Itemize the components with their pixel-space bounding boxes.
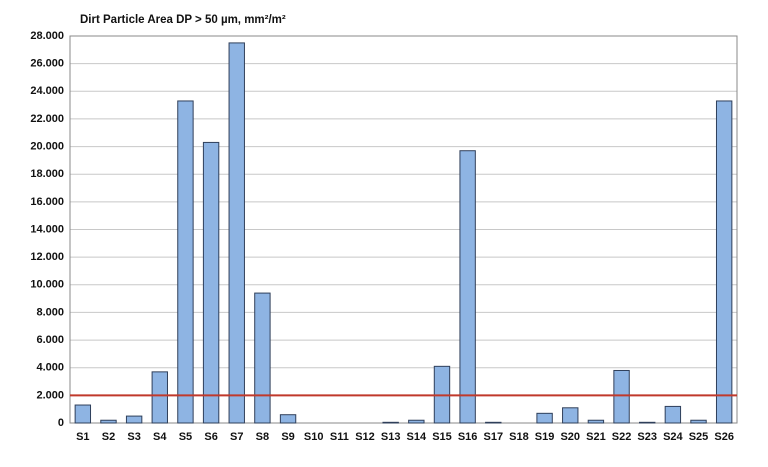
x-tick-label: S9 <box>281 431 294 443</box>
x-tick-label: S18 <box>509 431 529 443</box>
x-tick-label: S23 <box>637 431 657 443</box>
y-tick-label: 28.000 <box>30 30 64 42</box>
bar <box>177 100 194 424</box>
y-tick-label: 12.000 <box>30 251 64 263</box>
bar <box>254 292 271 424</box>
x-tick-label: S2 <box>102 431 115 443</box>
x-tick-label: S24 <box>663 431 683 443</box>
x-tick-label: S25 <box>689 431 709 443</box>
bar <box>715 100 733 424</box>
x-tick-label: S20 <box>560 431 580 443</box>
y-tick-label: 4.000 <box>36 362 64 374</box>
bar <box>613 369 630 424</box>
y-tick-label: 0 <box>58 417 64 429</box>
x-tick-label: S26 <box>714 431 734 443</box>
y-tick-label: 24.000 <box>30 85 64 97</box>
bar <box>382 421 399 424</box>
x-tick-label: S19 <box>535 431 555 443</box>
bar <box>459 150 476 424</box>
y-tick-label: 6.000 <box>36 334 64 346</box>
bar <box>639 421 656 424</box>
x-tick-label: S1 <box>76 431 89 443</box>
y-tick-label: 26.000 <box>30 58 64 70</box>
x-tick-label: S8 <box>256 431 269 443</box>
x-tick-label: S3 <box>127 431 140 443</box>
bar <box>279 414 297 424</box>
y-tick-label: 2.000 <box>36 389 64 401</box>
x-tick-label: S6 <box>204 431 217 443</box>
x-tick-label: S10 <box>304 431 324 443</box>
bar <box>151 371 168 424</box>
x-tick-label: S22 <box>612 431 632 443</box>
bar <box>664 405 682 424</box>
bar <box>690 419 707 424</box>
bar <box>202 141 220 424</box>
x-tick-label: S16 <box>458 431 478 443</box>
x-tick-label: S12 <box>355 431 375 443</box>
x-tick-label: S15 <box>432 431 452 443</box>
bar <box>408 419 425 424</box>
bar <box>562 407 579 424</box>
bar <box>228 42 245 424</box>
y-tick-label: 8.000 <box>36 306 64 318</box>
y-tick-label: 20.000 <box>30 140 64 152</box>
bar <box>125 415 143 424</box>
x-tick-label: S11 <box>330 431 349 443</box>
x-tick-label: S4 <box>153 431 167 443</box>
bar <box>536 412 553 424</box>
chart-title: Dirt Particle Area DP > 50 µm, mm²/m² <box>80 14 286 26</box>
plot-frame <box>69 35 738 424</box>
y-tick-label: 18.000 <box>30 168 64 180</box>
bar <box>100 419 117 424</box>
y-tick-label: 16.000 <box>30 196 64 208</box>
y-tick-label: 10.000 <box>30 279 64 291</box>
bar <box>587 419 605 424</box>
x-tick-label: S14 <box>407 431 427 443</box>
x-tick-label: S7 <box>230 431 243 443</box>
bar <box>74 404 92 424</box>
x-tick-label: S21 <box>586 431 606 443</box>
bar <box>485 421 502 424</box>
x-tick-label: S5 <box>179 431 192 443</box>
x-tick-label: S13 <box>381 431 401 443</box>
y-tick-label: 14.000 <box>30 223 64 235</box>
x-tick-label: S17 <box>483 431 503 443</box>
y-tick-label: 22.000 <box>30 113 64 125</box>
